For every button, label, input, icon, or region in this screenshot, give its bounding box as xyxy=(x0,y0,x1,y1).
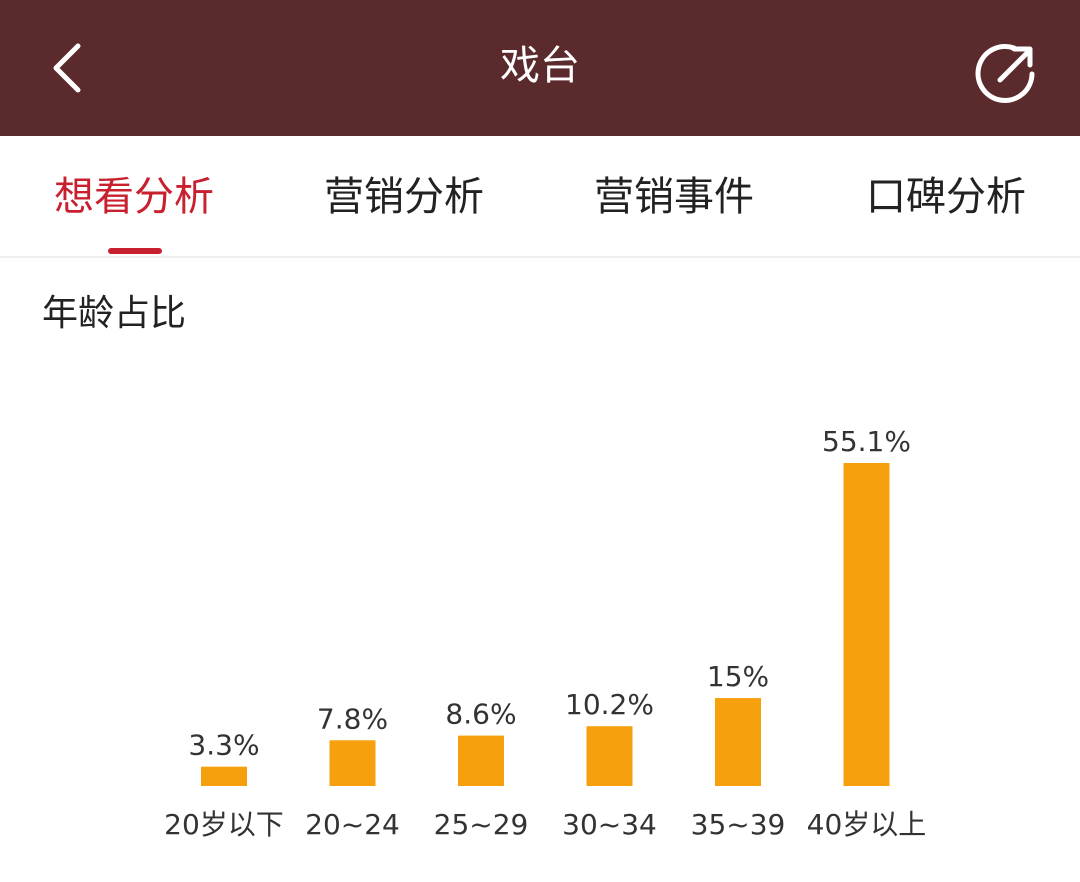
tab-marketing-analysis[interactable]: 营销分析 xyxy=(324,174,484,220)
top-bar: 戏台 xyxy=(0,0,1080,136)
data-label-5: 55.1% xyxy=(822,425,911,458)
category-label-5: 40岁以上 xyxy=(807,808,927,841)
category-label-2: 25~29 xyxy=(434,808,529,841)
share-icon xyxy=(975,43,1035,103)
category-label-0: 20岁以下 xyxy=(164,808,284,841)
active-tab-indicator xyxy=(108,248,162,254)
bar-5 xyxy=(843,463,890,786)
category-label-3: 30~34 xyxy=(562,808,657,841)
data-label-0: 3.3% xyxy=(188,729,259,762)
bar-1 xyxy=(329,740,376,786)
bar-0 xyxy=(201,766,247,786)
page-title: 戏台 xyxy=(500,43,580,89)
data-label-4: 15% xyxy=(707,660,769,693)
tab-want-to-see-analysis[interactable]: 想看分析 xyxy=(54,174,214,220)
data-label-3: 10.2% xyxy=(565,688,654,721)
bar-2 xyxy=(458,735,504,786)
category-label-4: 35~39 xyxy=(691,808,786,841)
back-button[interactable] xyxy=(38,38,98,98)
section-title: 年龄占比 xyxy=(42,293,187,334)
tab-reputation-analysis[interactable]: 口碑分析 xyxy=(866,174,1026,220)
data-label-1: 7.8% xyxy=(317,702,388,735)
category-label-1: 20~24 xyxy=(305,808,400,841)
data-label-2: 8.6% xyxy=(445,698,516,731)
bar-3 xyxy=(586,726,633,786)
bar-4 xyxy=(715,698,761,786)
tab-bar: 想看分析 营销分析 营销事件 口碑分析 xyxy=(0,136,1080,258)
share-button[interactable] xyxy=(970,38,1040,108)
tab-marketing-events[interactable]: 营销事件 xyxy=(594,174,754,220)
chevron-left-icon xyxy=(53,43,81,93)
